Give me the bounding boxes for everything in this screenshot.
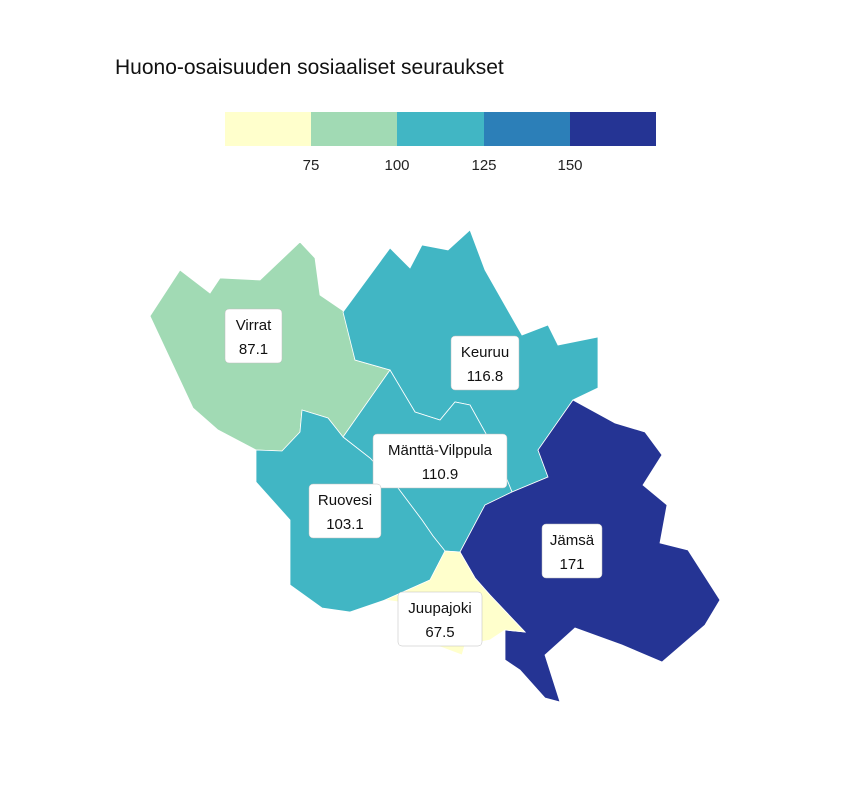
label-name-jamsa: Jämsä — [550, 532, 595, 549]
label-box-juupajoki — [397, 591, 483, 647]
label-box-ruovesi — [308, 483, 382, 539]
legend-tick-150: 150 — [557, 157, 582, 174]
label-box-keuruu — [450, 335, 520, 391]
legend-bin-3 — [397, 112, 484, 146]
label-value-virrat: 87.1 — [239, 341, 268, 358]
label-value-keuruu: 116.8 — [467, 368, 503, 385]
label-name-juupajoki: Juupajoki — [408, 600, 471, 617]
label-value-juupajoki: 67.5 — [425, 624, 454, 641]
legend-bin-2 — [311, 112, 397, 146]
label-value-mantta-vilppula: 110.9 — [422, 466, 458, 483]
legend-bin-4 — [484, 112, 570, 146]
label-name-mantta-vilppula: Mänttä-Vilppula — [388, 442, 493, 459]
legend-tick-100: 100 — [384, 157, 409, 174]
label-name-keuruu: Keuruu — [461, 344, 509, 361]
label-box-mantta-vilppula — [372, 433, 508, 489]
label-box-jamsa — [541, 523, 603, 579]
label-juupajoki: Juupajoki 67.5 — [397, 591, 483, 647]
label-ruovesi: Ruovesi 103.1 — [308, 483, 382, 539]
legend-bin-5 — [570, 112, 656, 146]
label-value-ruovesi: 103.1 — [326, 516, 364, 533]
map-title: Huono-osaisuuden sosiaaliset seuraukset — [115, 56, 504, 79]
label-box-virrat — [224, 308, 283, 364]
legend-tick-125: 125 — [471, 157, 496, 174]
label-mantta-vilppula: Mänttä-Vilppula 110.9 — [372, 433, 508, 489]
label-value-jamsa: 171 — [559, 556, 584, 573]
region-labels: Virrat 87.1 Keuruu 116.8 Mänttä-Vilppula… — [224, 308, 603, 647]
label-name-ruovesi: Ruovesi — [318, 492, 372, 509]
label-name-virrat: Virrat — [236, 317, 272, 334]
label-virrat: Virrat 87.1 — [224, 308, 283, 364]
label-keuruu: Keuruu 116.8 — [450, 335, 520, 391]
legend-bin-1 — [225, 112, 311, 146]
color-legend: 75 100 125 150 — [225, 112, 656, 174]
legend-tick-75: 75 — [303, 157, 320, 174]
label-jamsa: Jämsä 171 — [541, 523, 603, 579]
